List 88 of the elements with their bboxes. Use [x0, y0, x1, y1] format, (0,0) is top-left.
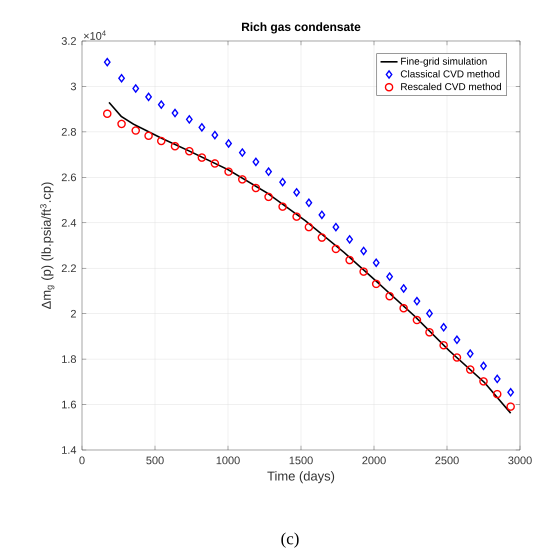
x-axis-title: Time (days) [267, 471, 334, 484]
legend-label: Classical CVD method [400, 70, 500, 78]
point [158, 100, 165, 109]
point [479, 377, 488, 386]
point [452, 353, 462, 362]
point [466, 365, 475, 374]
point [210, 159, 220, 168]
x-tick-label: 2000 [362, 456, 386, 464]
point [104, 58, 111, 66]
point [211, 130, 218, 140]
point [292, 212, 301, 221]
y-axis-title: Δm$_{g}$ (p) (lb.psia/ft$^{3}$.cp) [40, 182, 54, 309]
point [399, 304, 408, 312]
point [385, 292, 394, 300]
y-tick-label: 3 [70, 82, 76, 90]
point [466, 349, 474, 358]
y-tick-label: 1.8 [62, 355, 76, 363]
point [359, 267, 368, 276]
point [439, 340, 448, 350]
y-tick-label: 3.2 [62, 37, 76, 45]
point [279, 178, 286, 186]
point [506, 402, 515, 411]
point [412, 316, 422, 324]
point [102, 109, 112, 118]
point [170, 142, 180, 150]
point [426, 309, 433, 318]
y-tick-label: 2.2 [62, 264, 76, 272]
point [264, 192, 273, 202]
y-tick-label: 2.6 [62, 173, 76, 182]
point [132, 84, 140, 93]
x-tick-label: 1000 [216, 456, 240, 464]
point [118, 74, 125, 83]
point [198, 153, 206, 162]
point [480, 362, 487, 370]
point [156, 136, 166, 146]
y-tick-label: 2 [70, 310, 76, 318]
point [293, 188, 300, 197]
point [318, 233, 326, 242]
x-tick-label: 3000 [508, 456, 532, 464]
y-tick-label: 1.4 [62, 446, 76, 454]
point [332, 244, 340, 254]
y-tick-label: 1.6 [62, 400, 76, 408]
point [372, 280, 380, 288]
point [414, 296, 420, 306]
point [172, 108, 178, 118]
point [238, 148, 246, 157]
point [372, 258, 380, 268]
line-series [108, 102, 512, 414]
x-tick-label: 500 [146, 456, 164, 464]
point [185, 146, 194, 156]
point [386, 272, 394, 281]
x-tick-label: 1500 [290, 456, 313, 464]
x-tick-label: 2500 [435, 456, 459, 464]
point [224, 167, 233, 176]
point [252, 158, 260, 166]
point [144, 131, 153, 140]
point [346, 235, 354, 244]
point [400, 284, 408, 293]
point [238, 175, 247, 184]
point [117, 120, 126, 128]
point [425, 328, 434, 337]
point [332, 222, 340, 232]
text: (c) [281, 532, 299, 548]
point [265, 167, 272, 176]
point [278, 202, 287, 211]
point [440, 323, 448, 332]
point [225, 139, 232, 148]
point [186, 115, 193, 124]
chart-title: Rich gas condensate [242, 22, 360, 34]
point [145, 92, 152, 102]
y-tick-label: 2.4 [62, 218, 76, 227]
point [507, 388, 514, 397]
point [492, 390, 502, 398]
legend-label: Fine-grid simulation [401, 57, 487, 67]
point [360, 246, 368, 256]
point [304, 222, 314, 232]
point [345, 256, 354, 264]
point [305, 198, 312, 208]
text: ×10$^{4}$ [84, 30, 106, 40]
point [198, 123, 206, 132]
point [131, 126, 140, 135]
x-tick-label: 0 [79, 456, 85, 464]
point [252, 184, 260, 192]
point [454, 336, 460, 344]
point [318, 210, 326, 220]
y-tick-label: 2.8 [62, 128, 76, 136]
legend-label: Rescaled CVD method [401, 82, 502, 90]
point [494, 374, 501, 384]
